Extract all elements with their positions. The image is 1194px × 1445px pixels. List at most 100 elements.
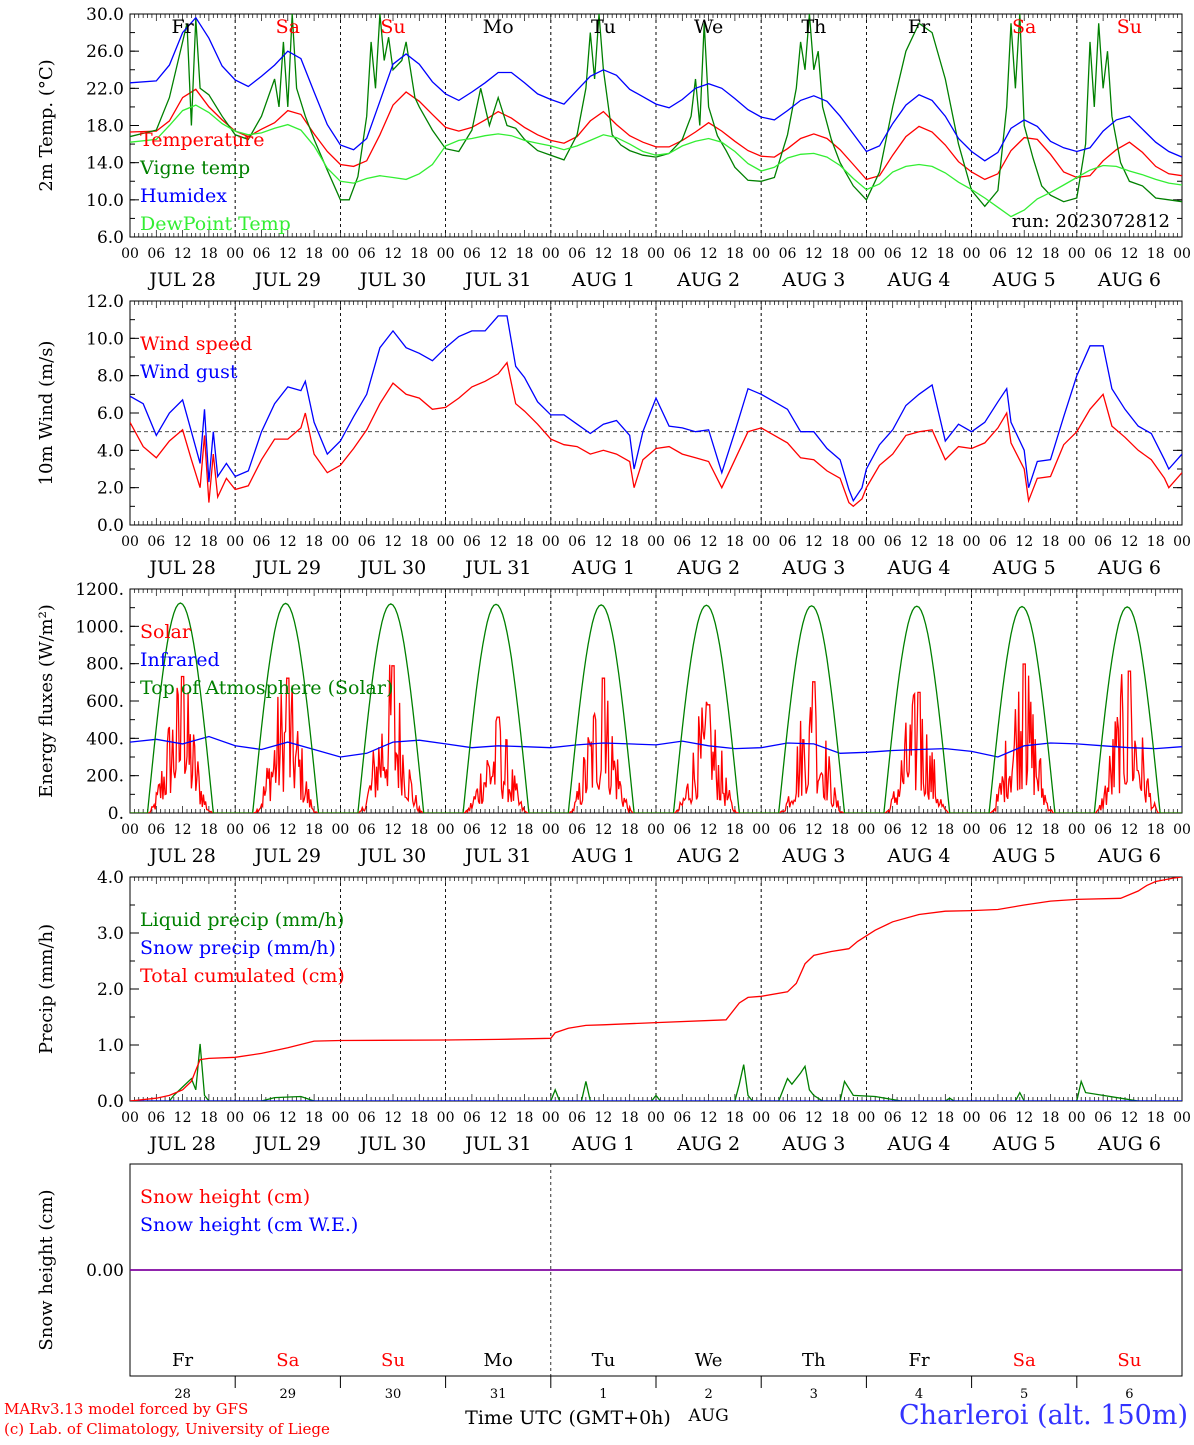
- snow-axis-day-number: 3: [810, 1387, 818, 1402]
- station-name: Charleroi (alt. 150m): [899, 1400, 1188, 1431]
- x-hour-label: 12: [594, 1110, 612, 1126]
- x-day-label: AUG 6: [1097, 269, 1161, 291]
- x-day-label: AUG 3: [781, 845, 845, 867]
- series-liquid-precip-mm-h-line: [130, 1043, 1182, 1101]
- panel-3: 0. 200. 400. 600. 800. 1000. 1200. Energy fluxe…: [36, 580, 1191, 867]
- x-hour-label: 18: [831, 246, 849, 262]
- legend-infrared: Infrared: [140, 649, 220, 671]
- x-hour-label: 12: [384, 534, 402, 550]
- x-hour-label: 18: [831, 1110, 849, 1126]
- x-day-label: AUG 3: [781, 1133, 845, 1155]
- x-hour-label: 12: [700, 822, 718, 838]
- x-hour-label: 18: [621, 1110, 639, 1126]
- weekday-label-top: Th: [801, 16, 826, 38]
- x-hour-label: 18: [200, 246, 218, 262]
- x-day-label: JUL 31: [463, 1133, 531, 1155]
- x-hour-label: 06: [989, 534, 1007, 550]
- x-hour-label: 18: [200, 1110, 218, 1126]
- legend-snow-height-cm-w-e: Snow height (cm W.E.): [140, 1214, 358, 1236]
- snow-axis-day-number: 6: [1125, 1387, 1133, 1402]
- legend-vigne-temp: Vigne temp: [139, 157, 250, 179]
- legend-top-of-atmosphere-solar: Top of Atmosphere (Solar): [140, 677, 393, 699]
- x-day-label: AUG 5: [992, 557, 1056, 579]
- y-tick-label: 8.0: [97, 367, 124, 387]
- x-hour-label: 12: [174, 1110, 192, 1126]
- x-day-label: AUG 3: [781, 557, 845, 579]
- x-hour-label: 18: [936, 822, 954, 838]
- y-axis-label: Snow height (cm): [36, 1189, 57, 1350]
- panel-4: 0.0 1.0 2.0 3.0 4.0 Precip (mm/h) 00 06 12 18 JUL …: [36, 868, 1191, 1155]
- x-day-label: JUL 30: [358, 269, 426, 291]
- x-hour-label: 12: [174, 534, 192, 550]
- x-hour-label: 00: [121, 246, 139, 262]
- x-hour-label: 06: [884, 822, 902, 838]
- x-hour-label: 06: [673, 534, 691, 550]
- x-day-label: AUG 3: [781, 269, 845, 291]
- y-tick-label: 3.0: [97, 924, 124, 944]
- y-tick-label: 4.0: [97, 868, 124, 888]
- weekday-label-top: Mo: [483, 16, 514, 38]
- series-temperature-line: [130, 88, 1182, 181]
- y-tick-label: 14.0: [86, 154, 124, 174]
- x-hour-label: 06: [253, 1110, 271, 1126]
- x-hour-label: 06: [1094, 246, 1112, 262]
- x-hour-label: 00: [121, 822, 139, 838]
- x-day-label: AUG 6: [1097, 557, 1161, 579]
- x-hour-label: 00: [963, 246, 981, 262]
- x-hour-label: 18: [1042, 1110, 1060, 1126]
- weekday-label-bottom: Tu: [592, 1350, 616, 1371]
- y-tick-label: 200.: [86, 767, 124, 787]
- x-hour-label: 12: [594, 534, 612, 550]
- panel-2: 0.0 2.0 4.0 6.0 8.0 10.0 12.0 10m Wind (m/s) 00 0…: [36, 292, 1191, 579]
- y-tick-label: 2.0: [97, 479, 124, 499]
- x-hour-label: 18: [1147, 246, 1165, 262]
- x-hour-label: 00: [1068, 1110, 1086, 1126]
- series-wind-gust-line: [130, 315, 1182, 503]
- plot-frame: [129, 588, 1183, 814]
- x-day-label: AUG 6: [1097, 1133, 1161, 1155]
- legend-wind-speed: Wind speed: [140, 333, 252, 355]
- x-day-label: AUG 4: [886, 845, 950, 867]
- weekday-label-top: Sa: [276, 16, 300, 38]
- x-day-label: JUL 29: [253, 557, 321, 579]
- x-hour-label: 12: [594, 822, 612, 838]
- x-day-label: JUL 28: [147, 557, 215, 579]
- y-tick-label: 4.0: [97, 441, 124, 461]
- weekday-label-bottom: Sa: [276, 1350, 299, 1371]
- x-hour-label: 06: [358, 246, 376, 262]
- x-hour-label: 12: [489, 822, 507, 838]
- series-vigne-temp-line: [130, 14, 1182, 208]
- x-hour-label: 18: [726, 246, 744, 262]
- x-hour-label: 12: [1120, 822, 1138, 838]
- x-hour-label: 00: [331, 1110, 349, 1126]
- y-tick-label: 600.: [86, 692, 124, 712]
- x-hour-label: 18: [305, 246, 323, 262]
- x-hour-label: 00: [963, 534, 981, 550]
- y-axis-label: Energy fluxes (W/m²): [36, 604, 57, 798]
- x-day-label: JUL 31: [463, 557, 531, 579]
- series-top-of-atmosphere-solar-line: [130, 602, 1182, 813]
- series-group: [130, 315, 1182, 508]
- x-hour-label: 00: [437, 246, 455, 262]
- x-hour-label: 12: [1015, 822, 1033, 838]
- x-hour-label: 06: [463, 822, 481, 838]
- x-hour-label: 12: [489, 534, 507, 550]
- x-hour-label: 00: [857, 822, 875, 838]
- x-hour-label: 00: [226, 1110, 244, 1126]
- weekday-label-top: Tu: [591, 16, 616, 38]
- x-hour-label: 18: [621, 822, 639, 838]
- x-hour-label: 12: [700, 1110, 718, 1126]
- x-day-label: JUL 29: [253, 845, 321, 867]
- x-hour-label: 00: [857, 1110, 875, 1126]
- x-hour-label: 18: [516, 1110, 534, 1126]
- x-hour-label: 18: [410, 246, 428, 262]
- x-hour-label: 18: [516, 246, 534, 262]
- x-hour-label: 00: [647, 1110, 665, 1126]
- x-hour-label: 06: [253, 246, 271, 262]
- x-day-label: JUL 29: [253, 269, 321, 291]
- x-hour-label: 12: [700, 534, 718, 550]
- weekday-label-top: Su: [380, 16, 405, 38]
- x-hour-label: 00: [331, 822, 349, 838]
- x-hour-label: 06: [779, 1110, 797, 1126]
- x-hour-label: 12: [384, 822, 402, 838]
